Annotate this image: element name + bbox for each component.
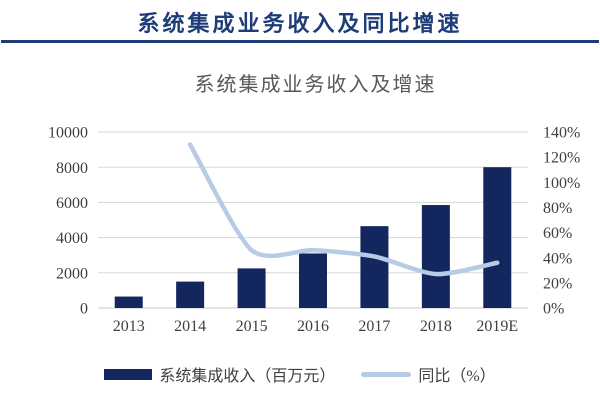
revenue-bar bbox=[114, 296, 143, 308]
legend-label-revenue: 系统集成收入（百万元） bbox=[159, 368, 336, 385]
right-axis-tick: 80% bbox=[543, 200, 572, 217]
yoy-growth-line bbox=[187, 142, 500, 277]
legend-item-revenue: 系统集成收入（百万元） bbox=[104, 362, 335, 386]
legend-label-yoy: 同比（%） bbox=[418, 368, 496, 385]
left-axis-tick: 2000 bbox=[56, 265, 88, 282]
left-axis-tick: 10000 bbox=[48, 125, 88, 142]
revenue-bar bbox=[299, 253, 327, 308]
right-axis-tick: 140% bbox=[543, 125, 580, 142]
revenue-bar bbox=[176, 281, 205, 308]
x-axis-label: 2013 bbox=[113, 318, 145, 335]
bar-swatch-icon bbox=[104, 368, 153, 380]
right-axis-tick: 120% bbox=[543, 150, 580, 167]
right-axis-tick: 100% bbox=[543, 175, 580, 192]
revenue-bar bbox=[237, 268, 266, 308]
left-axis-tick: 4000 bbox=[56, 230, 88, 247]
line-swatch-icon bbox=[361, 371, 412, 377]
chart-title: 系统集成业务收入及增速 bbox=[194, 74, 437, 96]
page-title: 系统集成业务收入及同比增速 bbox=[137, 11, 463, 36]
chart-legend: 系统集成收入（百万元） 同比（%） bbox=[0, 362, 600, 386]
combo-chart: 0 2000 4000 6000 8000 10000 0% 20% 40% 60% 80% 100%… bbox=[48, 125, 580, 335]
x-axis-label: 2015 bbox=[236, 318, 268, 335]
x-axis-label: 2016 bbox=[297, 318, 329, 335]
right-axis-tick: 60% bbox=[543, 225, 572, 242]
left-axis-tick: 8000 bbox=[56, 160, 88, 177]
x-axis-label: 2018 bbox=[420, 318, 452, 335]
x-axis-label: 2019E bbox=[476, 318, 518, 335]
left-axis-tick: 0 bbox=[80, 301, 88, 318]
header-divider bbox=[1, 40, 599, 43]
x-axis-label: 2014 bbox=[174, 318, 206, 335]
legend-item-yoy: 同比（%） bbox=[361, 362, 496, 386]
right-axis-tick: 40% bbox=[543, 250, 572, 267]
revenue-bar bbox=[421, 205, 450, 308]
revenue-bar bbox=[360, 226, 389, 308]
right-axis-tick: 20% bbox=[543, 275, 572, 292]
x-axis-label: 2017 bbox=[358, 318, 390, 335]
left-axis-tick: 6000 bbox=[56, 195, 88, 212]
revenue-bar bbox=[483, 167, 512, 308]
right-axis-tick: 0% bbox=[543, 301, 564, 318]
